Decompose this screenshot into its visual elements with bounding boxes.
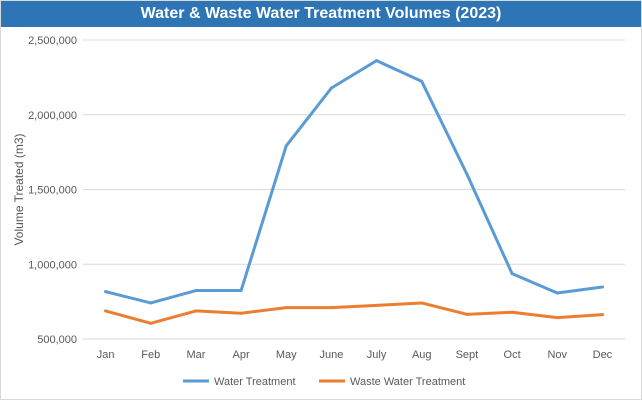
data-point (600, 313, 604, 317)
x-tick-label: July (367, 349, 387, 361)
data-point (600, 285, 604, 289)
x-tick-label: Feb (141, 349, 160, 361)
data-point (104, 309, 108, 313)
data-point (284, 144, 288, 148)
chart-title: Water & Waste Water Treatment Volumes (2… (1, 1, 641, 27)
data-point (510, 310, 514, 314)
x-tick-label: Dec (593, 349, 613, 361)
data-point (149, 321, 153, 325)
x-tick-label: June (319, 349, 343, 361)
data-point (239, 289, 243, 293)
x-tick-label: May (276, 349, 297, 361)
data-point (375, 59, 379, 63)
y-axis-label: Volume Treated (m3) (12, 133, 26, 245)
data-point (465, 172, 469, 176)
legend-label: Waste Water Treatment (350, 376, 465, 388)
data-point (239, 311, 243, 315)
series-line-waste-water-treatment (104, 301, 604, 325)
data-point (555, 316, 559, 320)
y-tick-label: 1,000,000 (28, 259, 77, 271)
x-tick-label: Aug (412, 349, 432, 361)
x-tick-label: Oct (504, 349, 521, 361)
data-point (194, 289, 198, 293)
x-tick-label: Sept (456, 349, 479, 361)
data-point (510, 272, 514, 276)
y-tick-label: 500,000 (37, 334, 77, 346)
x-tick-label: Mar (186, 349, 205, 361)
data-point (420, 301, 424, 305)
data-point (104, 290, 108, 294)
data-point (420, 79, 424, 83)
data-point (329, 86, 333, 90)
series-line-water-treatment (104, 59, 604, 305)
x-tick-label: Nov (547, 349, 567, 361)
y-tick-label: 2,000,000 (28, 110, 77, 122)
y-tick-label: 1,500,000 (28, 185, 77, 197)
y-tick-label: 2,500,000 (28, 35, 77, 47)
x-tick-label: Apr (233, 349, 250, 361)
data-point (149, 301, 153, 305)
x-tick-label: Jan (97, 349, 115, 361)
legend-label: Water Treatment (214, 376, 296, 388)
data-point (194, 309, 198, 313)
data-point (329, 306, 333, 310)
data-point (555, 291, 559, 295)
data-point (284, 306, 288, 310)
data-point (465, 312, 469, 316)
data-point (375, 303, 379, 307)
